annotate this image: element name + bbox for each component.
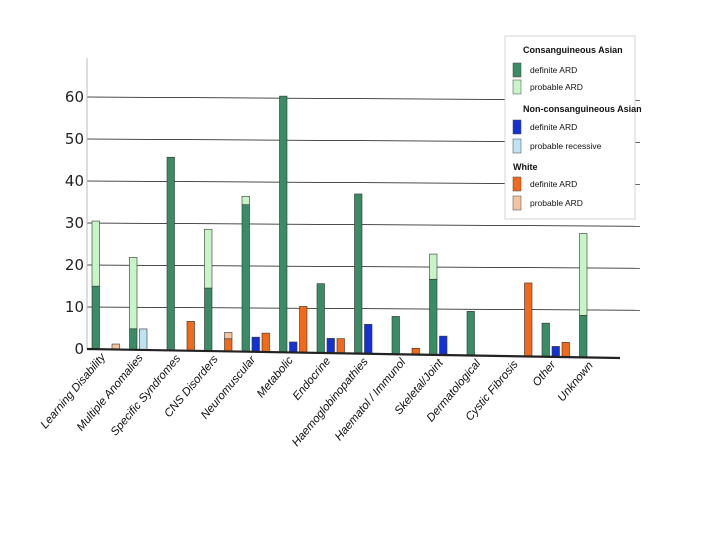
x-tick-label: Haemoglobinopathies [290,356,371,449]
x-tick-label: Other [531,358,559,389]
y-tick-labels: 0 10 20 30 40 50 60 [65,88,84,358]
legend-label-cons-probable: probable ARD [530,82,583,92]
legend-label-noncons-definite: definite ARD [530,122,577,132]
bar-2-1-3 [224,332,233,340]
bar-2-0-5 [299,306,308,353]
bar-0-1-0 [91,220,100,287]
legend-label-cons-definite: definite ARD [530,65,577,75]
legend-box [504,35,636,220]
legend-swatch-cons-definite [512,62,522,78]
bar-1-0-4 [251,336,260,353]
y-tick-label: 20 [65,256,84,274]
bar-0-0-1 [129,328,138,351]
x-tick-label: Metabolic [255,355,296,401]
bar-1-0-12 [551,346,560,358]
gridline-30 [86,222,641,227]
bar-0-0-7 [354,193,363,354]
y-tick-label: 50 [65,130,84,148]
bar-1-0-6 [326,338,335,354]
bar-2-0-11 [524,282,533,357]
bar-0-1-9 [429,253,438,280]
x-tick-label: Unknown [556,360,596,404]
bar-1-0-5 [289,341,298,353]
bar-2-0-6 [336,338,345,354]
bar-2-0-12 [561,342,570,358]
bar-2-0-2 [186,321,195,352]
legend: Consanguineous Asian definite ARD probab… [504,35,642,220]
legend-swatch-white-probable [512,195,522,211]
bar-1-1-1 [139,328,148,351]
x-tick-label: Learning Disability [39,351,109,432]
bar-0-0-0 [91,285,100,350]
bar-0-0-8 [391,316,400,355]
gridlines [86,96,641,311]
legend-group-consanguineous: Consanguineous Asian [523,45,623,55]
floor-line [86,347,621,360]
bar-0-1-13 [579,233,588,316]
bar-0-0-3 [204,287,213,352]
bar-2-0-3 [224,338,233,352]
x-tick-label: Haematol / Immunol [333,356,409,443]
bar-0-0-9 [429,278,438,356]
bar-0-0-4 [241,204,250,352]
gridline-20 [86,264,641,269]
x-tick-label: Endocrine [291,355,333,402]
legend-swatch-noncons-probable [512,138,522,154]
bar-0-0-10 [466,311,475,356]
y-tick-label: 0 [74,340,84,358]
gridline-10 [86,306,641,311]
y-tick-label: 60 [65,88,84,106]
bar-0-0-13 [579,315,588,358]
bar-0-1-1 [129,257,138,330]
legend-swatch-noncons-definite [512,119,522,135]
bar-0-1-4 [241,195,250,205]
legend-swatch-white-definite [512,176,522,192]
legend-label-white-definite: definite ARD [530,179,577,189]
legend-swatch-cons-probable [512,79,522,95]
bar-2-0-4 [261,332,270,353]
bars [91,95,588,358]
y-tick-label: 10 [65,298,84,316]
legend-group-white: White [513,162,538,172]
x-tick-label: Specific Syndromes [109,353,184,439]
bar-0-0-5 [279,95,288,353]
x-tick-label: Multiple Anomalies [75,352,146,434]
bar-0-1-3 [204,228,213,289]
y-tick-label: 30 [65,214,84,232]
legend-group-nonconsanguineous: Non-consanguineous Asian [523,104,642,114]
y-tick-label: 40 [65,172,84,190]
legend-label-noncons-probable: probable recessive [530,141,602,151]
legend-label-white-probable: probable ARD [530,198,583,208]
bar-1-0-7 [364,324,373,355]
bar-0-0-12 [541,322,550,358]
bar-0-0-6 [316,283,325,354]
bar-0-0-2 [166,156,175,351]
bar-1-0-9 [439,335,448,356]
